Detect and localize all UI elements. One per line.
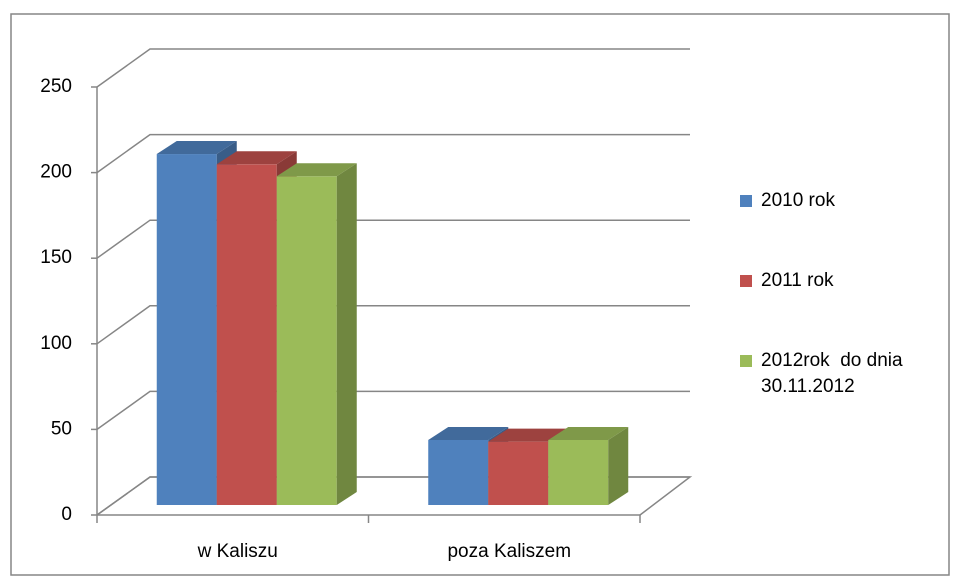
y-tick-label: 150	[40, 247, 72, 268]
bar	[548, 439, 609, 505]
bar-side	[608, 426, 629, 505]
x-tick-label: w Kaliszu	[197, 541, 278, 562]
y-tick-label: 100	[40, 333, 72, 354]
legend-item: 2010 rok	[740, 190, 940, 270]
bar-top	[216, 151, 297, 165]
bar-top	[276, 163, 357, 177]
bar	[216, 164, 277, 505]
y-tick-label: 0	[61, 504, 72, 525]
legend-swatch	[740, 195, 752, 207]
bar-top	[428, 426, 509, 440]
y-tick-label: 200	[40, 162, 72, 183]
legend-swatch	[740, 275, 752, 287]
bar	[488, 441, 549, 505]
bar-top	[548, 426, 629, 440]
bar	[428, 439, 489, 505]
grid-line	[96, 219, 690, 259]
legend-item: 2011 rok	[740, 270, 940, 350]
bar-top	[156, 141, 237, 155]
legend-item: 2012rok do dnia 30.11.2012	[740, 350, 940, 430]
legend-swatch	[740, 355, 752, 367]
grid-line	[96, 305, 690, 345]
legend-label: 2010 rok	[761, 190, 835, 211]
y-tick-label: 50	[51, 418, 72, 439]
grid-line	[96, 48, 690, 88]
x-tick-label: poza Kaliszem	[447, 541, 571, 562]
grid-line	[96, 390, 690, 431]
bar	[156, 154, 217, 506]
y-tick-label: 250	[40, 76, 72, 97]
bar	[276, 176, 337, 505]
legend: 2010 rok 2011 rok 2012rok do dnia 30.11.20…	[740, 190, 940, 430]
bar-top	[488, 428, 569, 442]
grid-line	[96, 133, 690, 174]
legend-label: 2011 rok	[761, 270, 834, 291]
bar-side	[336, 163, 357, 505]
legend-label: 2012rok do dnia 30.11.2012	[761, 350, 908, 397]
